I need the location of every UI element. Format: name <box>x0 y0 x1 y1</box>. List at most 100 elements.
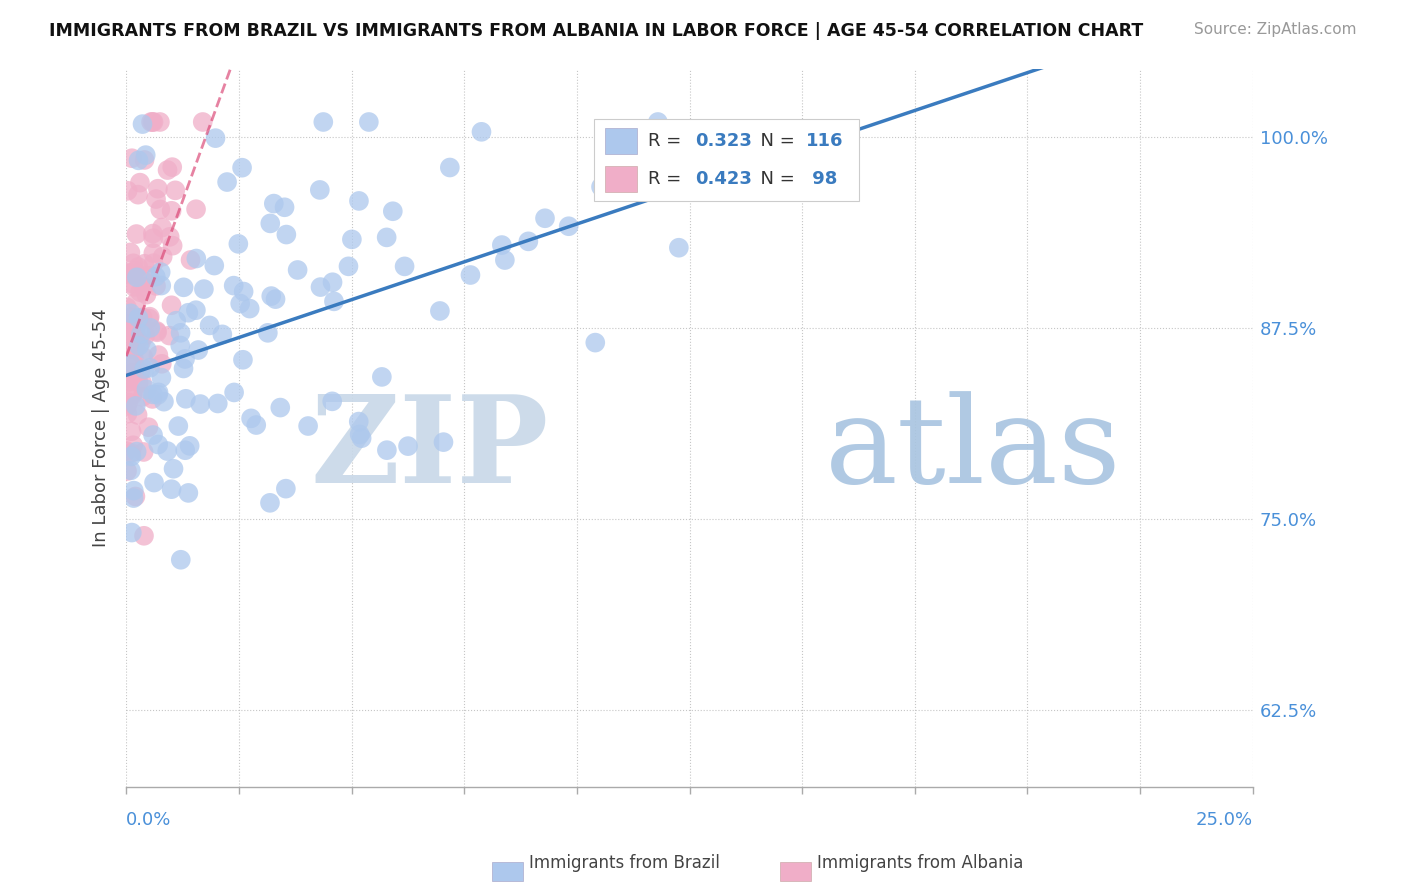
Point <box>120 446 142 460</box>
Point <box>129 365 152 379</box>
Point <box>149 265 172 279</box>
Point <box>117 184 139 198</box>
Point <box>118 371 141 385</box>
Point <box>142 115 165 129</box>
Point <box>177 306 200 320</box>
Point <box>122 366 145 380</box>
Point <box>134 257 156 271</box>
Point <box>191 115 214 129</box>
Point <box>169 326 191 340</box>
Point <box>125 294 148 309</box>
Point <box>125 270 148 285</box>
Point <box>127 187 149 202</box>
Point <box>120 316 142 330</box>
Point <box>231 161 253 175</box>
FancyBboxPatch shape <box>593 119 859 202</box>
Point <box>125 227 148 241</box>
Point <box>167 419 190 434</box>
Point <box>132 279 155 293</box>
Point <box>375 443 398 458</box>
Point <box>120 245 142 260</box>
Point <box>184 303 207 318</box>
Point <box>117 370 139 384</box>
Point <box>122 358 145 372</box>
Point <box>222 278 245 293</box>
Point <box>321 394 343 409</box>
Point <box>668 241 690 255</box>
Y-axis label: In Labor Force | Age 45-54: In Labor Force | Age 45-54 <box>93 309 110 547</box>
Point <box>135 287 157 301</box>
Point <box>150 357 173 371</box>
Point <box>263 196 285 211</box>
Point <box>534 211 557 226</box>
Point <box>169 338 191 352</box>
Point <box>135 343 157 357</box>
Point <box>139 360 162 375</box>
Point <box>312 115 335 129</box>
Point <box>470 125 492 139</box>
Point <box>120 268 142 282</box>
Point <box>124 341 146 355</box>
Point <box>121 151 143 165</box>
Point <box>347 415 370 429</box>
Point <box>125 444 148 458</box>
Point <box>142 387 165 401</box>
Point <box>120 450 142 464</box>
Point <box>297 419 319 434</box>
Point <box>460 268 482 282</box>
Point <box>148 385 170 400</box>
Point <box>350 431 373 445</box>
Text: 116: 116 <box>806 132 844 150</box>
Point <box>193 282 215 296</box>
Point <box>138 420 160 434</box>
Point <box>115 399 138 413</box>
Point <box>146 326 169 340</box>
Point <box>308 183 330 197</box>
Point <box>127 310 149 325</box>
Point <box>131 310 153 325</box>
Point <box>217 175 239 189</box>
Text: Immigrants from Albania: Immigrants from Albania <box>817 855 1024 872</box>
Point <box>274 482 297 496</box>
Point <box>494 253 516 268</box>
Point <box>143 475 166 490</box>
Point <box>396 439 419 453</box>
Point <box>132 350 155 364</box>
Text: 98: 98 <box>806 170 837 188</box>
Point <box>517 235 540 249</box>
Point <box>165 313 187 327</box>
Point <box>160 160 183 174</box>
Point <box>557 219 579 234</box>
Point <box>139 321 162 335</box>
FancyBboxPatch shape <box>605 128 637 154</box>
Point <box>142 256 165 270</box>
Point <box>381 204 404 219</box>
Point <box>173 280 195 294</box>
Point <box>273 200 295 214</box>
Point <box>179 439 201 453</box>
Point <box>337 260 360 274</box>
Point <box>666 128 689 142</box>
Point <box>148 348 170 362</box>
Point <box>150 220 173 235</box>
Point <box>148 437 170 451</box>
Point <box>146 388 169 402</box>
Point <box>204 131 226 145</box>
Point <box>115 266 138 280</box>
Point <box>122 483 145 498</box>
Point <box>145 269 167 284</box>
Point <box>799 129 821 144</box>
Point <box>583 335 606 350</box>
Point <box>202 259 225 273</box>
Point <box>142 246 165 260</box>
Point <box>134 328 156 343</box>
Point <box>152 250 174 264</box>
Point <box>127 408 149 422</box>
Point <box>121 326 143 341</box>
Point <box>115 464 138 478</box>
Point <box>156 444 179 458</box>
Point <box>128 376 150 390</box>
Point <box>170 553 193 567</box>
Point <box>245 417 267 432</box>
Point <box>160 203 183 218</box>
